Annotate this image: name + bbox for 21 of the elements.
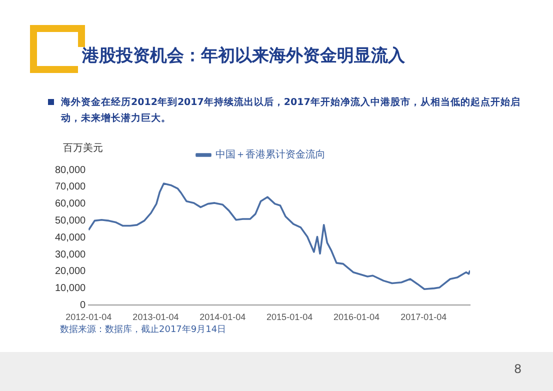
y-tick-label: 40,000 — [54, 232, 86, 244]
text: 8 — [514, 362, 522, 376]
x-tick-label: 2017-01-04 — [400, 312, 447, 322]
legend-label: 中国＋香港累计资金流向 — [216, 148, 326, 161]
x-tick-label: 2012-01-04 — [66, 312, 112, 322]
x-tick-label: 2015-01-04 — [266, 312, 313, 322]
y-tick-label: 80,000 — [54, 164, 86, 176]
y-tick-label: 0 — [80, 300, 86, 311]
y-tick-label: 60,000 — [54, 198, 86, 210]
y-tick-label: 20,000 — [54, 266, 86, 278]
x-tick-label: 2016-01-04 — [333, 312, 380, 322]
x-tick-label: 2013-01-04 — [132, 312, 179, 322]
y-axis-title: 百万美元 — [63, 142, 103, 155]
y-tick-label: 70,000 — [54, 182, 86, 193]
y-tick-label: 50,000 — [54, 215, 86, 226]
chart-subtitle: 海外资金在经历2012年到2017年持续流出以后，2017年开始净流入中港股市，从相当低的起点开始启动，未来增长潜力巨大。 — [61, 96, 522, 126]
y-tick-label: 10,000 — [54, 283, 86, 294]
chart-title: 港股投资机会：年初以来海外资金明显流入 — [82, 45, 405, 67]
y-tick-label: 30,000 — [54, 249, 86, 260]
x-tick-label: 2014-01-04 — [200, 312, 246, 322]
source-note: 数据来源：数据库，截止2017年9月14日 — [60, 324, 226, 336]
